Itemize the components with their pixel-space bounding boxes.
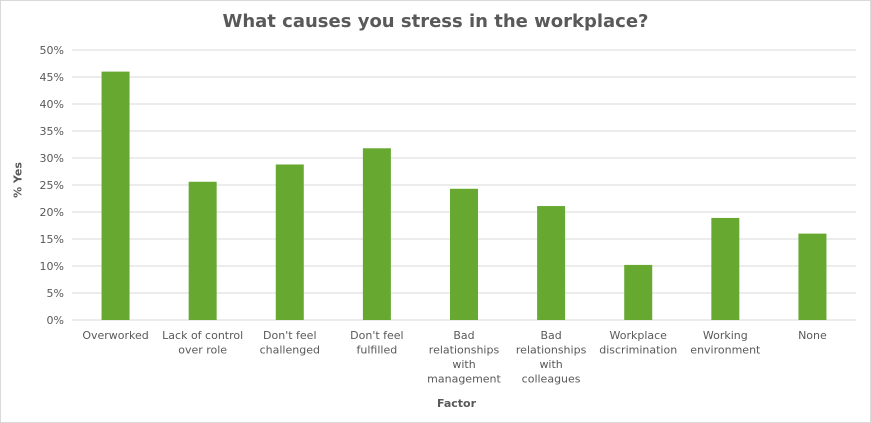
bars [101,71,827,320]
y-tick-label: 25% [40,179,64,192]
bar [711,217,740,320]
bar [275,164,304,320]
y-tick-label: 35% [40,125,64,138]
bar [188,181,217,320]
category-label: Don't feel fulfilled [350,329,403,357]
category-label: Don't feel challenged [260,329,320,357]
bar [362,148,391,320]
y-tick-label: 15% [40,233,64,246]
x-axis-label: Factor [436,397,477,410]
category-label: Workplace discrimination [599,329,677,357]
bar [101,71,130,320]
category-label: None [798,329,827,342]
y-tick-label: 0% [47,314,64,327]
y-tick-label: 30% [40,152,64,165]
bar [798,233,827,320]
bar [537,206,566,320]
category-label: Overworked [82,329,148,342]
y-tick-label: 50% [40,44,64,57]
y-tick-label: 20% [40,206,64,219]
category-label: Lack of control over role [162,329,243,357]
y-tick-label: 10% [40,260,64,273]
category-label: Bad relationships with colleagues [516,329,587,386]
y-tick-label: 45% [40,71,64,84]
bar [450,188,478,320]
bar [624,264,653,320]
category-labels: Overworked Lack of control over role Don't … [82,329,827,386]
y-tick-label: 40% [40,98,64,111]
y-tick-label: 5% [47,287,64,300]
category-label: Working environment [690,329,761,357]
y-tick-labels: 0% 5% 10% 15% 20% 25% 30% 35% 40% 45% 50% [40,44,64,327]
category-label: Bad relationships with management [427,329,501,386]
chart-title: What causes you stress in the workplace? [222,11,649,32]
